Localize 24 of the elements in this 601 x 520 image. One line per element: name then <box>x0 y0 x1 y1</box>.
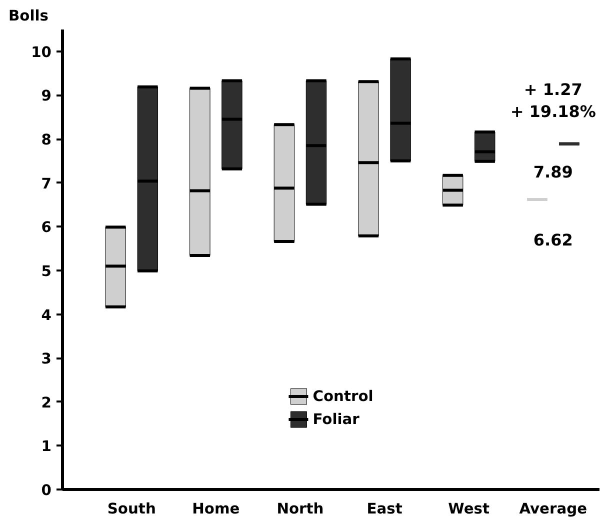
y-tick-label: 1 <box>41 438 52 456</box>
y-tick-label: 8 <box>41 132 52 149</box>
legend-label: Control <box>312 388 374 404</box>
x-tick-label: South <box>107 500 156 518</box>
x-tick-label: East <box>366 500 402 518</box>
y-tick-label: 5 <box>41 262 52 280</box>
y-tick-label: 0 <box>41 482 52 499</box>
y-tick-label: 9 <box>41 88 52 105</box>
y-axis-title: Bolls <box>8 8 49 24</box>
y-tick-label: 2 <box>41 394 52 412</box>
x-tick-label: Average <box>519 500 588 518</box>
y-tick-label: 7 <box>41 175 52 192</box>
x-tick-label: North <box>276 500 324 518</box>
y-tick-label: 4 <box>41 306 52 324</box>
x-tick-label: West <box>448 500 490 518</box>
annotation: 7.89 <box>533 162 573 182</box>
annotation: + 1.27 <box>524 80 582 99</box>
y-tick-label: 6 <box>41 219 52 236</box>
legend-label: Foliar <box>312 410 360 428</box>
y-tick-label: 10 <box>31 44 52 61</box>
x-tick-label: Home <box>192 500 240 518</box>
y-tick-label: 3 <box>41 350 52 368</box>
annotation: + 19.18% <box>510 102 596 121</box>
annotation: 6.62 <box>533 230 573 250</box>
